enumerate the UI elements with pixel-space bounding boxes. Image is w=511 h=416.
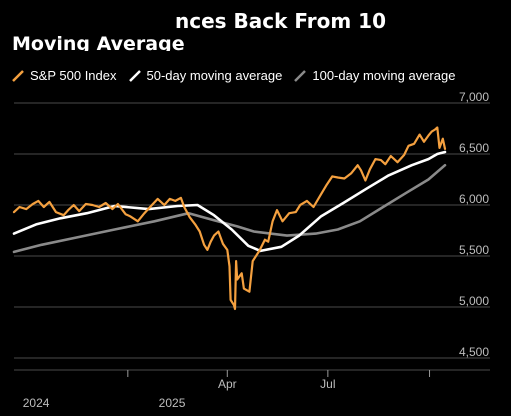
series-line-sp500	[12, 126, 447, 311]
legend-item-ma100: 100-day moving average	[294, 68, 455, 83]
year-label-2025: 2025	[159, 396, 186, 410]
legend: S&P 500 Index 50-day moving average 100-…	[12, 68, 467, 83]
y-tick-label-7000: 7,000	[459, 90, 489, 104]
legend-item-sp500: S&P 500 Index	[12, 68, 117, 83]
x-tick-label-apr: Apr	[218, 377, 237, 391]
chart-title-line1: nces Back From 10	[0, 9, 511, 35]
legend-label-sp500: S&P 500 Index	[30, 68, 117, 83]
x-tick-label-jul: Jul	[320, 377, 335, 391]
chart-title-line2: Moving Average	[12, 33, 185, 55]
series-line-ma50	[12, 150, 447, 253]
y-tick-label-6500: 6,500	[459, 141, 489, 155]
legend-swatch-sp500	[12, 69, 24, 82]
y-tick-label-5500: 5,500	[459, 243, 489, 257]
y-tick-label-4500: 4,500	[459, 345, 489, 359]
grid-layer	[14, 102, 490, 359]
y-tick-label-5000: 5,000	[459, 294, 489, 308]
legend-item-ma50: 50-day moving average	[128, 68, 283, 83]
legend-swatch-ma100	[294, 69, 307, 82]
year-label-2024: 2024	[23, 396, 50, 410]
legend-label-ma50: 50-day moving average	[146, 68, 283, 83]
series-layer	[12, 126, 447, 311]
series-line-ma100	[12, 163, 447, 254]
legend-swatch-ma50	[128, 69, 141, 82]
chart-title-text: nces Back From 10	[174, 9, 386, 33]
legend-label-ma100: 100-day moving average	[312, 68, 456, 83]
y-tick-label-6000: 6,000	[459, 192, 489, 206]
axis-layer: 4,500 5,000 5,500 6,000 6,500 7,000 Apr Jul 2024…	[14, 90, 490, 410]
